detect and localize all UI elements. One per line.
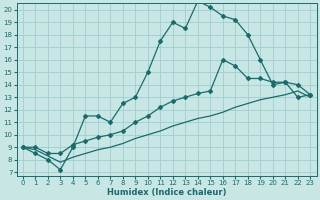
X-axis label: Humidex (Indice chaleur): Humidex (Indice chaleur) xyxy=(107,188,226,197)
